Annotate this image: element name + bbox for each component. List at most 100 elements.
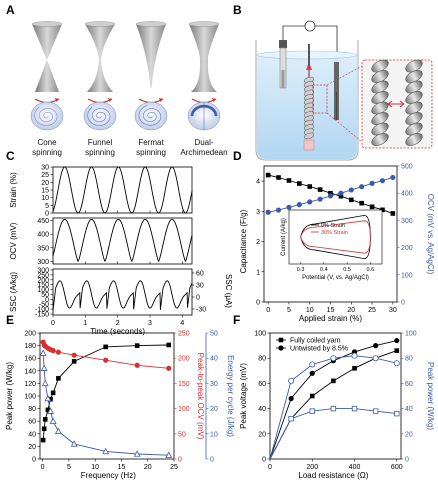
y-tick-label: 80 — [28, 406, 36, 413]
plot-frame — [269, 332, 402, 460]
caption-line: spinning — [85, 148, 115, 157]
y-tick-label: 150 — [37, 282, 49, 289]
data-point — [48, 396, 53, 402]
arrowhead-icon — [212, 98, 216, 102]
data-point — [317, 196, 323, 202]
panel-letter-f: F — [233, 313, 240, 327]
y-tick-label: 10 — [210, 431, 218, 438]
data-point — [338, 193, 344, 199]
data-point — [373, 343, 379, 349]
data-point — [103, 344, 108, 350]
data-point — [380, 207, 385, 213]
data-point — [379, 178, 386, 184]
x-tick-label: 25 — [170, 464, 178, 471]
data-point — [348, 197, 354, 203]
data-point — [359, 200, 364, 206]
y-tick-label: 200 — [24, 331, 36, 338]
y-tick-label: 150 — [178, 381, 190, 388]
y-tick-label: 2 — [256, 239, 260, 246]
data-point — [288, 395, 294, 402]
y-tick-label: 180 — [24, 343, 36, 350]
counter-electrode — [334, 62, 339, 120]
y-tick-label: 40 — [258, 406, 266, 413]
y-tick-label: 60 — [405, 381, 413, 388]
y-tick-label: 20 — [41, 180, 49, 187]
cone-top-rim — [135, 21, 167, 27]
subplot-2: 300 350 400 450 OCV (mV) — [9, 217, 193, 266]
data-point — [50, 390, 56, 396]
inset-x-tick-label: 0.6 — [367, 267, 375, 273]
inset-x-tick-label: 0.4 — [320, 267, 328, 273]
data-point — [394, 348, 400, 353]
y-tick-label: 0 — [401, 300, 405, 307]
y-tick-label: 50 — [178, 431, 186, 438]
data-point — [328, 190, 333, 196]
waveform-line — [52, 218, 193, 263]
y-tick-label: 300 — [401, 218, 413, 225]
yarn-coil — [303, 132, 315, 140]
cone-top-rim — [84, 21, 116, 27]
caption-line: Cone — [37, 138, 57, 147]
x-tick-label: 5 — [287, 307, 291, 314]
plot-frame — [52, 217, 193, 265]
spin-pattern-disk — [83, 101, 117, 131]
arrowhead-icon — [159, 98, 163, 102]
y-tick-label: 40 — [28, 431, 36, 438]
x-tick-label: 1 — [83, 320, 87, 327]
x-tick-label: 600 — [391, 464, 403, 471]
data-point — [309, 408, 315, 414]
data-point — [55, 349, 61, 355]
x-tick-label: 25 — [368, 307, 376, 314]
x-tick-label: 0 — [41, 464, 45, 471]
x-tick-label: 400 — [349, 464, 361, 471]
data-point — [330, 405, 337, 412]
y-tick-label: 300 — [37, 267, 49, 274]
data-point — [348, 187, 354, 193]
spin-pattern-disk — [30, 101, 64, 131]
x-tick-label: 200 — [306, 464, 318, 471]
x-tick-label: 5 — [67, 464, 71, 471]
x-tick-label: 2 — [116, 320, 120, 327]
data-point — [390, 174, 396, 181]
y-tick-label: 350 — [37, 245, 49, 252]
x-tick-label: 15 — [118, 464, 126, 471]
y-tick-label: 60 — [28, 419, 36, 426]
data-point — [42, 417, 48, 422]
series-line — [42, 353, 169, 456]
y-tick-label: 80 — [405, 356, 413, 363]
data-point — [40, 364, 48, 371]
x-tick-label: 0 — [268, 464, 272, 471]
arrowhead-icon — [108, 98, 112, 102]
data-point — [276, 175, 281, 180]
series-4 — [269, 405, 400, 460]
y-tick-label: -150 — [35, 312, 49, 319]
data-point — [338, 190, 344, 196]
y-tick-label: 5 — [45, 203, 49, 210]
data-point — [307, 184, 313, 189]
y-tick-label: 25 — [41, 172, 49, 179]
data-point — [288, 415, 294, 422]
ribbon-lower — [191, 60, 217, 92]
data-point — [49, 417, 57, 424]
y-tick-label: 30 — [210, 381, 218, 388]
y-axis-label: SSC (μA) — [224, 274, 233, 308]
data-point — [54, 427, 62, 434]
y-tick-label: 500 — [401, 164, 413, 171]
data-point — [50, 348, 56, 354]
zoom-inset — [312, 59, 433, 149]
y-tick-label: 0 — [210, 457, 214, 464]
x-tick-label: 3 — [148, 320, 152, 327]
y-tick-label: 450 — [37, 218, 49, 225]
y-tick-label: 1 — [256, 269, 260, 276]
y-tick-label: 60 — [196, 271, 204, 278]
data-point — [309, 370, 315, 376]
caption-line: Funnel — [88, 138, 113, 147]
legend-label: Untwisted by 8.5% — [290, 346, 348, 353]
data-point — [369, 180, 375, 187]
y-tick-label: 250 — [178, 331, 190, 338]
x-tick-label: 20 — [144, 464, 152, 471]
data-point — [134, 343, 140, 348]
